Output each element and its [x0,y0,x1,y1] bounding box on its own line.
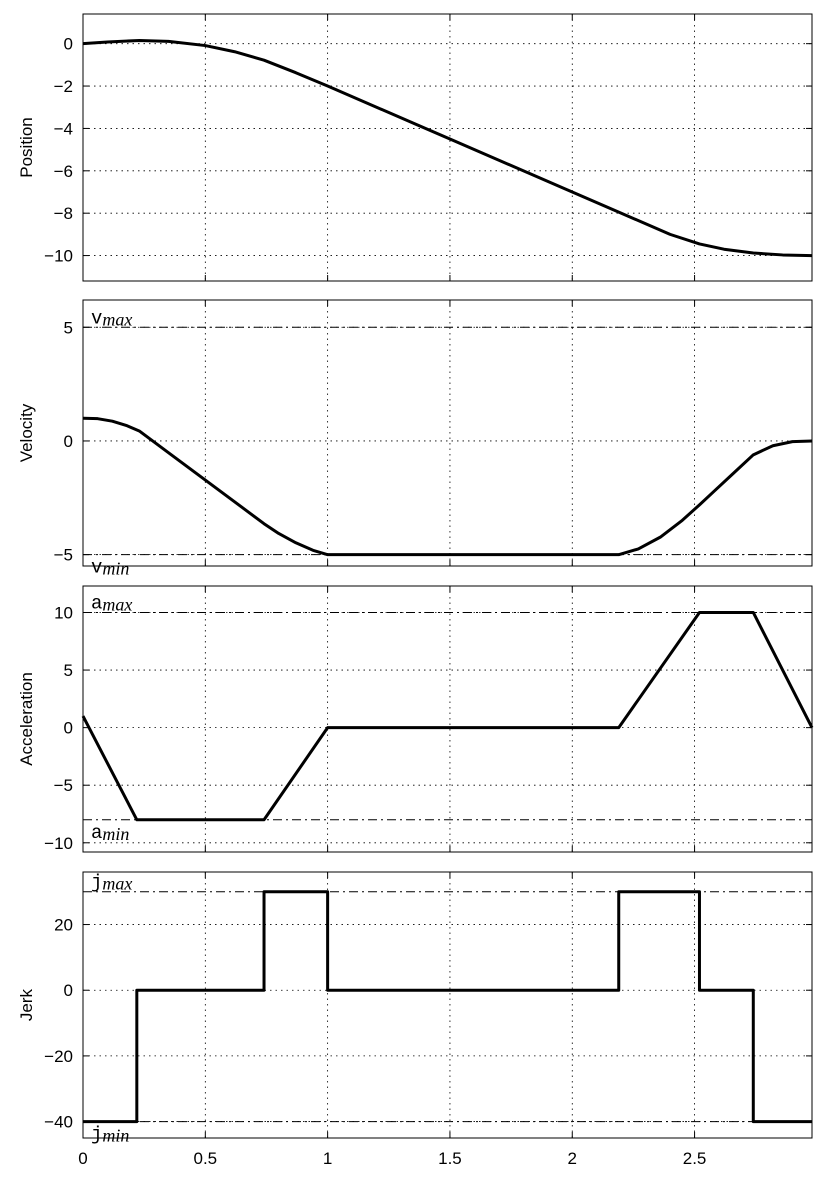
jerk-panel: jmax jmin 20 0 −20 −40 0 0.5 1 1.5 2 2.5 Jerk [17,871,813,1168]
position-panel: 0 −2 −4 −6 −8 −10 Position [17,13,813,282]
velocity-bound-label: vmin [91,557,129,579]
velocity-ytick-label: 0 [64,432,73,451]
acceleration-bound-label: amin [91,822,129,844]
velocity-ytick-label: 5 [64,318,73,337]
acceleration-bound-label: amax [91,592,132,614]
jerk-ytick-label: 20 [54,916,73,935]
acceleration-panel: amax amin 10 5 0 −5 −10 Acceleration [17,585,814,853]
jerk-ytick-label: 0 [64,981,73,1000]
position-ytick-label: −4 [54,119,73,138]
position-ytick-label: 0 [64,35,73,54]
jerk-xtick-label: 2 [568,1149,577,1168]
acceleration-ytick-label: 5 [64,661,73,680]
acceleration-ytick-label: −10 [44,834,73,853]
position-axes-frame [82,13,813,282]
jerk-xtick-label: 2.5 [683,1149,707,1168]
jerk-bound-label: jmax [91,872,132,894]
jerk-ytick-label: −20 [44,1047,73,1066]
acceleration-ylabel: Acceleration [17,672,36,766]
velocity-panel: vmax vmin 5 0 −5 Velocity [17,299,813,579]
velocity-series-line [82,416,813,557]
acceleration-ytick-label: 10 [54,603,73,622]
jerk-xtick-label: 1 [323,1149,332,1168]
jerk-series-line [83,890,812,1124]
jerk-ytick-label: −40 [44,1113,73,1132]
position-ytick-label: −8 [54,204,73,223]
position-ytick-label: −10 [44,247,73,266]
position-series-line [82,38,813,258]
acceleration-ytick-label: −5 [54,776,73,795]
velocity-ylabel: Velocity [17,403,36,462]
position-ytick-label: −6 [54,162,73,181]
jerk-xtick-label: 0.5 [193,1149,217,1168]
jerk-bound-label: jmin [91,1124,129,1146]
jerk-axes-frame [82,871,813,1139]
position-ylabel: Position [17,117,36,177]
position-ytick-label: −2 [54,77,73,96]
acceleration-axes-frame [82,585,813,853]
velocity-bound-label: vmax [91,307,132,329]
jerk-ylabel: Jerk [17,988,36,1021]
velocity-ytick-label: −5 [54,546,73,565]
jerk-xtick-label: 1.5 [438,1149,462,1168]
acceleration-series-line [81,610,814,822]
jerk-xtick-label: 0 [78,1149,87,1168]
velocity-axes-frame [82,299,813,567]
acceleration-ytick-label: 0 [64,719,73,738]
